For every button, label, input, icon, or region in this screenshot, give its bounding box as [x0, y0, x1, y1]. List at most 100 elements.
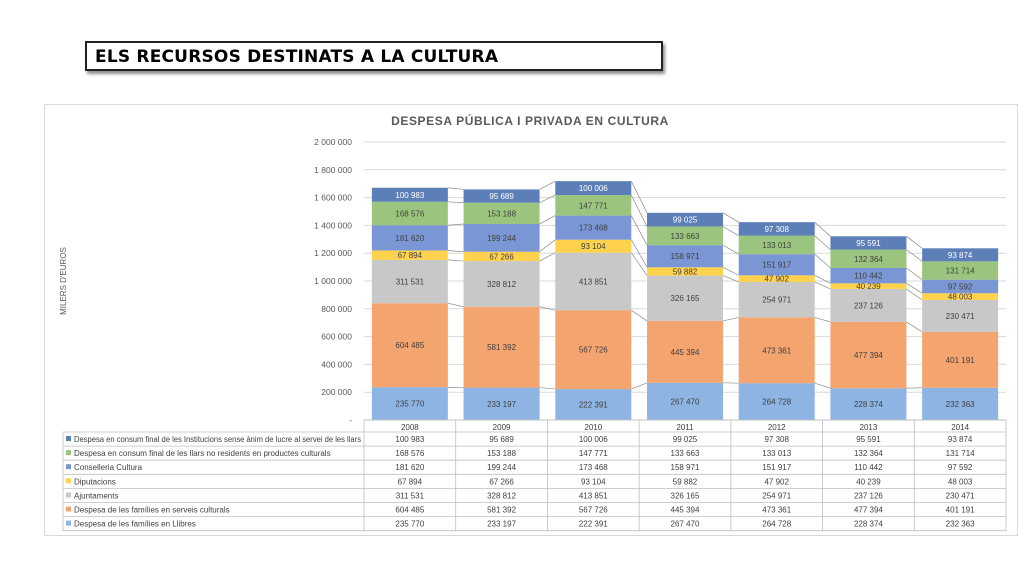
- data-label: 230 471: [946, 312, 975, 321]
- data-label: 97 308: [764, 225, 789, 234]
- table-cell: 67 266: [489, 477, 514, 486]
- table-cell: 181 620: [395, 463, 424, 472]
- series-connector-lines: [447, 180, 923, 390]
- series-line: [630, 180, 648, 213]
- series-line: [539, 306, 556, 311]
- y-tick-label: 1 800 000: [314, 165, 352, 175]
- series-line: [906, 283, 923, 294]
- table-cell: 93 104: [581, 477, 606, 486]
- data-label: 59 882: [673, 267, 698, 276]
- bar-segment: [463, 251, 540, 262]
- table-cell: 110 442: [854, 463, 883, 472]
- bar-segment: [463, 387, 540, 420]
- legend-key: [66, 506, 71, 512]
- bar-segment: [371, 225, 448, 251]
- data-label: 95 689: [489, 192, 514, 201]
- data-label: 401 191: [946, 356, 975, 365]
- table-cell: 67 894: [398, 477, 423, 486]
- x-tick-label: 2014: [951, 423, 969, 432]
- bars: 235 770 604 485 311 531 67 894 181 620 168 57…: [371, 181, 999, 420]
- series-line: [447, 187, 464, 190]
- table-cell: 326 165: [671, 491, 700, 500]
- data-label: 93 104: [581, 242, 606, 251]
- data-label: 132 364: [854, 255, 883, 264]
- data-label: 254 971: [762, 296, 791, 305]
- bar-segment: [922, 331, 999, 388]
- series-line: [814, 253, 831, 269]
- series-line: [722, 244, 739, 255]
- table-cell: 222 391: [579, 520, 608, 529]
- y-tick-label: 1 000 000: [314, 276, 352, 286]
- bar-segment: [738, 281, 815, 318]
- legend-entry: Despesa de les famílies en serveis cultu…: [74, 506, 230, 515]
- chart-title: DESPESA PÚBLICA I PRIVADA EN CULTURA: [391, 113, 669, 128]
- legend-key: [66, 436, 71, 441]
- data-label: 199 244: [487, 234, 516, 243]
- table-cell: 230 471: [946, 491, 975, 500]
- bar-segment: [830, 321, 907, 389]
- bar-segment: [555, 389, 632, 420]
- data-label: 326 165: [671, 294, 700, 303]
- series-line: [447, 201, 464, 204]
- x-tick-label: 2011: [676, 423, 694, 432]
- bar-segment: [463, 189, 540, 203]
- series-line: [630, 239, 648, 268]
- bar-segment: [922, 279, 999, 294]
- bar-segment: [463, 224, 540, 252]
- data-label: 110 442: [854, 272, 883, 281]
- table-cell: 401 191: [946, 506, 975, 515]
- data-label: 181 620: [395, 234, 424, 243]
- legend-key: [66, 464, 71, 470]
- table-cell: 133 663: [671, 449, 700, 458]
- data-label: 581 392: [487, 343, 516, 352]
- series-line: [722, 226, 739, 237]
- legend-entry: Despesa en consum final de les llars no …: [74, 449, 331, 458]
- bar-segment: [738, 235, 815, 255]
- bar-segment: [647, 212, 723, 227]
- legend-entry: Conselleria Cultura: [74, 463, 143, 472]
- series-line: [630, 194, 648, 227]
- slide-title: ELS RECURSOS DESTINATS A LA CULTURA: [95, 47, 499, 67]
- series-line: [447, 223, 464, 226]
- bar-segment: [738, 254, 815, 276]
- bar-segment: [371, 387, 448, 420]
- data-label: 267 470: [671, 397, 700, 406]
- series-line: [539, 215, 556, 225]
- data-label: 173 468: [579, 224, 608, 233]
- bar-segment: [738, 222, 815, 236]
- bar-segment: [922, 248, 999, 262]
- data-label: 233 197: [487, 400, 516, 409]
- series-line: [539, 194, 556, 204]
- table-cell: 228 374: [854, 520, 883, 529]
- y-tick-label: 600 000: [321, 332, 352, 342]
- bar-segment: [463, 306, 540, 388]
- table-cell: 567 726: [579, 506, 608, 515]
- table-cell: 100 983: [395, 435, 424, 444]
- table-cell: 132 364: [854, 449, 883, 458]
- series-line: [539, 387, 556, 390]
- legend-entry: Despesa de les famílies en Llibres: [74, 520, 196, 529]
- data-label: 228 374: [854, 400, 883, 409]
- bar-segment: [647, 382, 723, 420]
- data-label: 153 188: [487, 209, 516, 218]
- table-cell: 95 591: [856, 435, 881, 444]
- table-cell: 235 770: [395, 520, 424, 529]
- bar-segment: [555, 310, 632, 390]
- table-cell: 445 394: [671, 506, 700, 515]
- series-line: [906, 321, 923, 333]
- y-tick-label: 1 200 000: [314, 248, 352, 258]
- y-tick-label: 2 000 000: [314, 137, 352, 147]
- data-label: 604 485: [395, 341, 424, 350]
- bar-segment: [647, 226, 723, 246]
- table-cell: 254 971: [762, 491, 791, 500]
- series-line: [539, 252, 556, 262]
- bar-segment: [830, 236, 907, 250]
- series-line: [722, 212, 739, 223]
- y-axis-ticks: - 200 000 400 000 600 000 800 000 1 000 000 1 …: [314, 137, 352, 425]
- table-cell: 477 394: [854, 506, 883, 515]
- legend-entry: Ajuntaments: [74, 491, 118, 500]
- x-tick-label: 2008: [401, 423, 419, 432]
- table-cell: 131 714: [946, 449, 975, 458]
- table-cell: 97 308: [764, 435, 789, 444]
- data-label: 67 266: [489, 252, 514, 261]
